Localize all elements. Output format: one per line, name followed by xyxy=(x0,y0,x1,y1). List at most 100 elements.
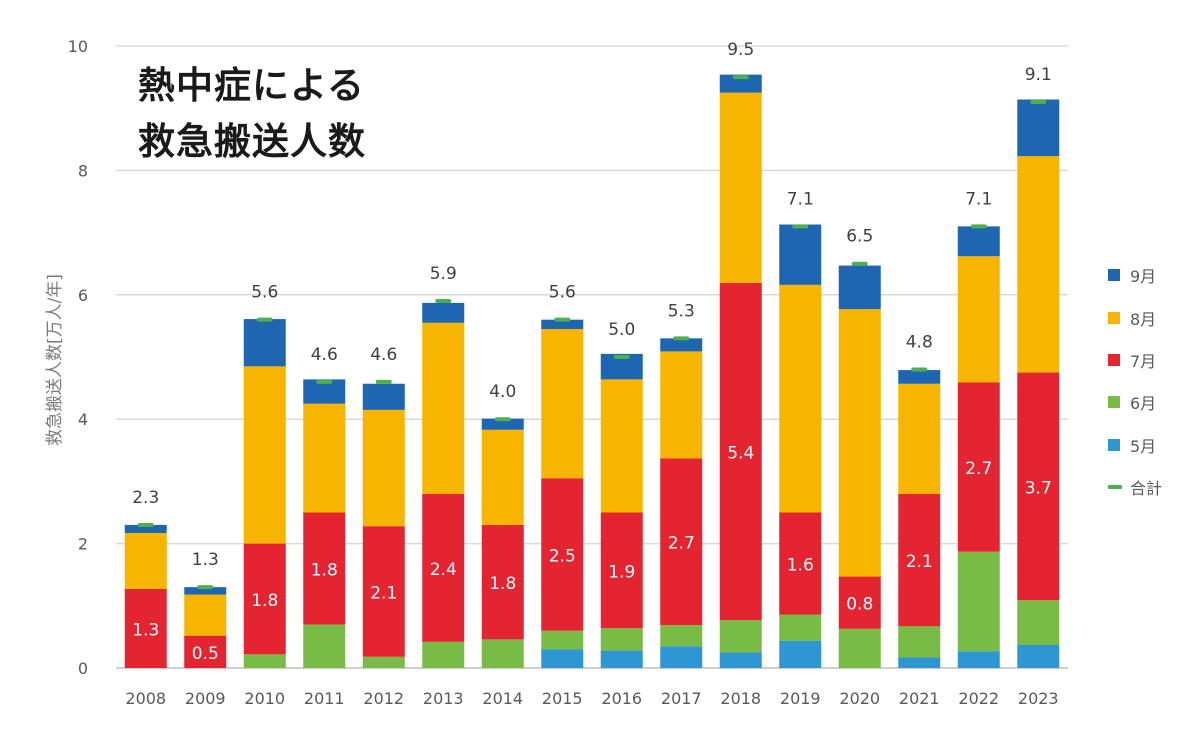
bar-segment xyxy=(660,646,703,668)
bar-segment xyxy=(600,628,643,651)
july-data-label: 1.3 xyxy=(132,621,159,641)
bar-segment xyxy=(957,551,1000,652)
total-data-label: 4.6 xyxy=(370,345,397,365)
total-data-label: 6.5 xyxy=(846,227,873,247)
bar-segment xyxy=(660,625,703,647)
bar-segment xyxy=(184,635,227,668)
bar-segment xyxy=(124,589,167,668)
legend-item-5: 5月 xyxy=(1108,424,1162,466)
bar-segment xyxy=(124,533,167,590)
x-tick-label: 2011 xyxy=(304,689,345,708)
bar-segment xyxy=(541,630,584,650)
bar-segment xyxy=(838,265,881,310)
legend-swatch-7 xyxy=(1108,353,1120,366)
total-data-label: 5.3 xyxy=(668,301,695,321)
chart-title-block: 熱中症による 救急搬送人数 xyxy=(138,58,366,170)
july-data-label: 0.8 xyxy=(846,595,873,615)
bar-segment xyxy=(422,322,465,494)
bar-segment xyxy=(719,92,762,283)
legend-swatch-9 xyxy=(1108,269,1120,282)
total-data-label: 4.6 xyxy=(311,345,338,365)
legend-label-7: 7月 xyxy=(1130,351,1157,371)
total-data-label: 5.6 xyxy=(251,283,278,303)
y-tick-label: 10 xyxy=(68,37,88,56)
bar-segment xyxy=(243,366,286,544)
legend-label-5: 5月 xyxy=(1130,436,1157,456)
legend-label-8: 8月 xyxy=(1130,309,1157,329)
july-data-label: 2.1 xyxy=(906,552,933,572)
bar-segment xyxy=(600,650,643,668)
july-data-label: 1.8 xyxy=(489,574,516,594)
july-data-label: 1.8 xyxy=(251,591,278,611)
y-tick-label: 6 xyxy=(78,286,88,305)
july-data-label: 2.4 xyxy=(430,560,457,580)
bar-segment xyxy=(838,628,881,668)
july-data-label: 2.1 xyxy=(370,583,397,603)
legend-item-9: 9月 xyxy=(1108,254,1162,296)
bar-segment xyxy=(660,351,703,459)
bar-segment xyxy=(422,493,465,642)
x-tick-label: 2009 xyxy=(185,689,226,708)
legend-item-8: 8月 xyxy=(1108,296,1162,338)
bar-segment xyxy=(660,458,703,626)
x-tick-label: 2013 xyxy=(423,689,464,708)
x-tick-label: 2020 xyxy=(839,689,880,708)
july-data-label: 5.4 xyxy=(727,444,754,464)
bar-segment xyxy=(957,382,1000,552)
july-data-label: 3.7 xyxy=(1025,478,1052,498)
x-tick-label: 2014 xyxy=(482,689,523,708)
bar-segment xyxy=(1017,644,1060,668)
total-data-label: 2.3 xyxy=(132,488,159,508)
bar-segment xyxy=(362,409,405,527)
bar-segment xyxy=(362,656,405,668)
total-data-label: 7.1 xyxy=(787,189,814,209)
x-tick-label: 2010 xyxy=(244,689,285,708)
bar-segment xyxy=(779,614,822,641)
bar-segment xyxy=(779,640,822,668)
july-data-label: 2.7 xyxy=(965,459,992,479)
bar-segment xyxy=(957,226,1000,257)
total-data-label: 9.5 xyxy=(727,40,754,60)
bar-segment xyxy=(779,512,822,615)
bar-segment xyxy=(779,284,822,513)
july-data-label: 2.7 xyxy=(668,534,695,554)
bar-segment xyxy=(1017,156,1060,373)
x-tick-label: 2012 xyxy=(363,689,404,708)
bar-segment xyxy=(838,576,881,629)
july-data-label: 1.9 xyxy=(608,562,635,582)
chart-title: 熱中症による xyxy=(138,64,365,107)
y-tick-label: 0 xyxy=(78,659,88,678)
total-data-label: 4.0 xyxy=(489,382,516,402)
bar-segment xyxy=(362,383,405,410)
bar-segment xyxy=(243,654,286,668)
total-data-label: 5.0 xyxy=(608,320,635,340)
total-data-label: 5.9 xyxy=(430,264,457,284)
legend-swatch-6 xyxy=(1108,396,1120,409)
legend-item-total: 合計 xyxy=(1108,466,1162,508)
x-tick-label: 2015 xyxy=(542,689,583,708)
july-data-label: 0.5 xyxy=(192,644,219,664)
bar-segment xyxy=(481,639,524,668)
y-tick-label: 2 xyxy=(78,535,88,554)
bar-segment xyxy=(898,626,941,658)
total-data-label: 7.1 xyxy=(965,189,992,209)
y-tick-label: 8 xyxy=(78,161,88,180)
bar-segment xyxy=(838,309,881,577)
bar-segment xyxy=(303,624,346,668)
legend-line-total xyxy=(1108,485,1122,490)
bar-segment xyxy=(541,319,584,330)
legend: 9月 8月 7月 6月 5月 合計 xyxy=(1108,254,1162,508)
bar-segment xyxy=(303,403,346,513)
y-axis-label: 救急搬送人数[万人/年] xyxy=(45,274,65,446)
bar-segment xyxy=(898,493,941,627)
x-tick-label: 2021 xyxy=(899,689,940,708)
chart-subtitle: 救急搬送人数 xyxy=(138,120,366,163)
bar-segment xyxy=(660,338,703,352)
bar-segment xyxy=(779,224,822,285)
bar-segment xyxy=(600,512,643,629)
bar-segment xyxy=(184,587,227,595)
bar-segment xyxy=(481,418,524,430)
bar-segment xyxy=(541,478,584,631)
total-data-label: 4.8 xyxy=(906,332,933,352)
bar-segment xyxy=(1017,99,1060,157)
